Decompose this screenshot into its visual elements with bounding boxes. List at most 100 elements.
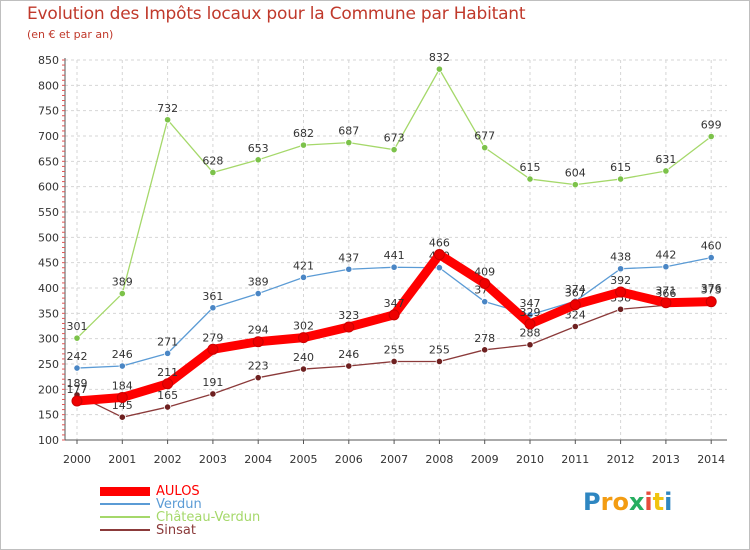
data-label: 347 bbox=[520, 297, 541, 310]
y-tick-label: 300 bbox=[38, 333, 59, 346]
data-point bbox=[707, 132, 715, 141]
legend-swatch bbox=[100, 487, 150, 496]
data-label: 246 bbox=[112, 348, 133, 361]
data-point bbox=[118, 289, 126, 298]
data-point bbox=[616, 175, 625, 183]
logo-letter: P bbox=[583, 488, 601, 516]
data-point bbox=[616, 265, 625, 273]
data-point bbox=[254, 156, 262, 164]
x-tick-label: 2003 bbox=[199, 453, 227, 466]
data-point bbox=[73, 334, 81, 342]
data-point bbox=[526, 175, 534, 183]
data-label: 279 bbox=[202, 331, 223, 344]
data-label: 361 bbox=[202, 290, 223, 303]
logo-letter: r bbox=[600, 488, 613, 516]
data-label: 442 bbox=[655, 249, 676, 262]
y-tick-label: 850 bbox=[38, 54, 59, 67]
y-tick-label: 500 bbox=[38, 231, 59, 244]
data-label: 466 bbox=[429, 237, 450, 250]
data-label: 628 bbox=[202, 154, 223, 167]
data-label: 371 bbox=[655, 285, 676, 298]
y-tick-label: 600 bbox=[38, 181, 59, 194]
data-point bbox=[209, 304, 217, 312]
data-label: 191 bbox=[202, 376, 223, 389]
data-point bbox=[433, 249, 445, 261]
data-point bbox=[299, 141, 308, 149]
data-label: 374 bbox=[565, 283, 586, 296]
y-tick-label: 800 bbox=[38, 79, 59, 92]
y-tick-label: 250 bbox=[38, 358, 59, 371]
data-point bbox=[345, 265, 353, 273]
data-label: 389 bbox=[248, 276, 269, 289]
data-label: 294 bbox=[248, 324, 269, 337]
data-label: 242 bbox=[67, 350, 88, 363]
data-point bbox=[73, 364, 81, 372]
logo-letter: i bbox=[664, 488, 673, 516]
y-tick-label: 400 bbox=[38, 282, 59, 295]
data-point bbox=[254, 374, 262, 382]
data-label: 437 bbox=[338, 251, 359, 264]
x-tick-label: 2007 bbox=[380, 453, 408, 466]
data-point bbox=[164, 349, 172, 357]
data-label: 631 bbox=[655, 153, 676, 166]
data-label: 271 bbox=[157, 335, 178, 348]
data-label: 421 bbox=[293, 259, 314, 272]
x-tick-label: 2013 bbox=[652, 453, 680, 466]
data-label: 177 bbox=[67, 383, 88, 396]
data-label: 184 bbox=[112, 379, 133, 392]
data-point bbox=[390, 146, 398, 154]
data-label: 246 bbox=[338, 348, 359, 361]
data-point bbox=[526, 341, 534, 349]
data-point bbox=[254, 289, 262, 298]
data-point bbox=[662, 167, 670, 175]
data-point bbox=[571, 181, 579, 189]
x-tick-label: 2001 bbox=[108, 453, 136, 466]
y-tick-label: 150 bbox=[38, 409, 59, 422]
data-label: 653 bbox=[248, 142, 269, 155]
data-point bbox=[481, 144, 489, 152]
x-tick-label: 2011 bbox=[561, 453, 589, 466]
logo-letter: i bbox=[644, 488, 653, 516]
x-tick-label: 2009 bbox=[471, 453, 499, 466]
data-label: 438 bbox=[610, 251, 631, 264]
data-point bbox=[481, 346, 489, 354]
data-label: 687 bbox=[338, 125, 359, 138]
data-label: 699 bbox=[701, 119, 722, 132]
x-tick-label: 2006 bbox=[335, 453, 363, 466]
logo-letter: o bbox=[612, 488, 629, 516]
data-label: 392 bbox=[610, 274, 631, 287]
data-point bbox=[615, 286, 627, 298]
chart-title: Evolution des Impôts locaux pour la Comm… bbox=[27, 4, 526, 24]
data-point bbox=[116, 391, 128, 403]
data-label: 211 bbox=[157, 366, 178, 379]
y-tick-label: 200 bbox=[38, 383, 59, 396]
data-point bbox=[209, 168, 217, 177]
data-label: 604 bbox=[565, 167, 586, 180]
data-label: 441 bbox=[384, 249, 405, 262]
data-point bbox=[707, 254, 715, 262]
data-label: 301 bbox=[67, 320, 88, 333]
data-label: 673 bbox=[384, 132, 405, 145]
data-label: 329 bbox=[520, 306, 541, 319]
data-label: 677 bbox=[474, 130, 495, 143]
data-label: 367 bbox=[565, 287, 586, 300]
data-point bbox=[207, 343, 219, 355]
data-label: 223 bbox=[248, 360, 269, 373]
data-point bbox=[118, 413, 126, 421]
series-aulos: 177 184 211 279 294 302 323 347 466 409 329 367 392 3… bbox=[67, 237, 722, 407]
data-label: 460 bbox=[701, 240, 722, 253]
data-label: 376 bbox=[701, 282, 722, 295]
data-label: 682 bbox=[293, 127, 314, 140]
series-chateau-verdun: 301 389 732 628 653 682 687 673 832 677 615 604 615 6… bbox=[67, 51, 722, 342]
data-label: 832 bbox=[429, 51, 450, 64]
data-label: 288 bbox=[520, 327, 541, 340]
x-tick-label: 2002 bbox=[154, 453, 182, 466]
data-label: 615 bbox=[610, 161, 631, 174]
y-tick-label: 700 bbox=[38, 130, 59, 143]
data-point bbox=[571, 322, 579, 331]
data-point bbox=[118, 362, 126, 370]
data-point bbox=[435, 264, 443, 272]
data-label: 409 bbox=[474, 265, 495, 278]
data-point bbox=[705, 296, 717, 308]
